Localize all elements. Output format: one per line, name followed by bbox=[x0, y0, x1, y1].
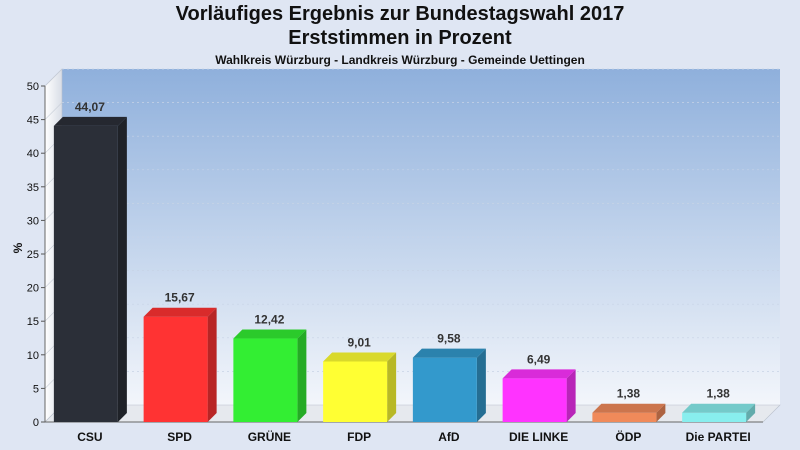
value-label: 12,42 bbox=[254, 313, 284, 327]
chart-title: Vorläufiges Ergebnis zur Bundestagswahl … bbox=[175, 3, 625, 25]
y-axis-label: % bbox=[11, 242, 25, 253]
x-tick-label: Die PARTEI bbox=[686, 430, 751, 444]
y-tick-label: 25 bbox=[27, 249, 39, 261]
y-tick-label: 20 bbox=[27, 283, 39, 295]
bar-side bbox=[207, 307, 217, 422]
chart-subtitle: Erststimmen in Prozent bbox=[288, 27, 512, 49]
x-tick-label: SPD bbox=[167, 430, 192, 444]
y-tick-label: 15 bbox=[27, 316, 39, 328]
y-tick-label: 0 bbox=[33, 417, 39, 429]
x-tick-label: ÖDP bbox=[615, 429, 641, 444]
value-label: 15,67 bbox=[165, 291, 195, 305]
x-tick-label: FDP bbox=[347, 430, 371, 444]
bar-top bbox=[143, 307, 217, 317]
value-label: 1,38 bbox=[617, 387, 641, 401]
y-tick-label: 5 bbox=[33, 383, 39, 395]
bar bbox=[592, 412, 657, 422]
bar-top bbox=[323, 352, 397, 362]
bar bbox=[233, 338, 298, 422]
y-tick-label: 30 bbox=[27, 215, 39, 227]
x-tick-label: CSU bbox=[77, 430, 102, 444]
y-tick-label: 50 bbox=[27, 81, 39, 93]
value-label: 9,01 bbox=[347, 335, 371, 349]
bar bbox=[323, 361, 388, 422]
value-label: 6,49 bbox=[527, 352, 551, 366]
bar bbox=[53, 125, 118, 422]
chart-caption: Wahlkreis Würzburg - Landkreis Würzburg … bbox=[215, 53, 585, 67]
y-tick-label: 10 bbox=[27, 350, 39, 362]
bar-top bbox=[53, 116, 127, 126]
bar-top bbox=[233, 329, 307, 339]
bar-side bbox=[297, 329, 307, 422]
bar-top bbox=[412, 348, 486, 358]
x-tick-label: GRÜNE bbox=[248, 429, 291, 444]
y-tick-label: 40 bbox=[27, 148, 39, 160]
bar-side bbox=[387, 352, 397, 422]
x-tick-label: AfD bbox=[438, 430, 460, 444]
bar bbox=[143, 316, 208, 422]
value-label: 9,58 bbox=[437, 332, 461, 346]
value-label: 1,38 bbox=[706, 387, 730, 401]
bar bbox=[682, 412, 747, 422]
bar-side bbox=[746, 403, 756, 422]
y-tick-label: 45 bbox=[27, 115, 39, 127]
gridline-wall bbox=[44, 68, 63, 87]
bar-top bbox=[502, 369, 576, 379]
bar bbox=[412, 357, 477, 422]
bar-side bbox=[656, 403, 666, 422]
bar-side bbox=[117, 116, 127, 422]
x-tick-label: DIE LINKE bbox=[509, 430, 568, 444]
bar-top bbox=[682, 403, 756, 413]
value-label: 44,07 bbox=[75, 100, 105, 114]
bar bbox=[502, 378, 567, 422]
bar-top bbox=[592, 403, 666, 413]
bar-side bbox=[476, 348, 486, 422]
gridline-wall bbox=[44, 102, 63, 120]
y-tick-label: 35 bbox=[27, 182, 39, 194]
bar-side bbox=[566, 369, 576, 422]
